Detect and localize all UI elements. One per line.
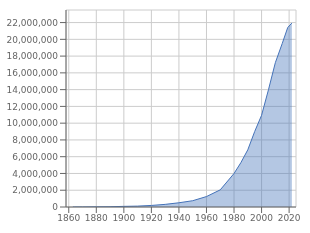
svg-text:1980: 1980 xyxy=(223,213,246,223)
svg-text:1880: 1880 xyxy=(85,213,108,223)
svg-text:6,000,000: 6,000,000 xyxy=(12,152,58,162)
svg-text:1940: 1940 xyxy=(167,213,190,223)
svg-text:4,000,000: 4,000,000 xyxy=(12,169,58,179)
svg-text:22,000,000: 22,000,000 xyxy=(8,18,58,28)
svg-text:14,000,000: 14,000,000 xyxy=(8,85,58,95)
svg-text:10,000,000: 10,000,000 xyxy=(8,118,58,128)
svg-text:2,000,000: 2,000,000 xyxy=(12,185,58,195)
svg-text:1900: 1900 xyxy=(112,213,135,223)
svg-text:12,000,000: 12,000,000 xyxy=(8,102,58,112)
svg-text:1920: 1920 xyxy=(140,213,163,223)
svg-text:1860: 1860 xyxy=(57,213,80,223)
svg-text:1960: 1960 xyxy=(195,213,218,223)
svg-text:16,000,000: 16,000,000 xyxy=(8,68,58,78)
svg-text:20,000,000: 20,000,000 xyxy=(8,35,58,45)
svg-text:2000: 2000 xyxy=(250,213,273,223)
svg-text:0: 0 xyxy=(52,202,58,212)
svg-text:2020: 2020 xyxy=(278,213,301,223)
svg-text:8,000,000: 8,000,000 xyxy=(12,135,58,145)
svg-text:18,000,000: 18,000,000 xyxy=(8,51,58,61)
